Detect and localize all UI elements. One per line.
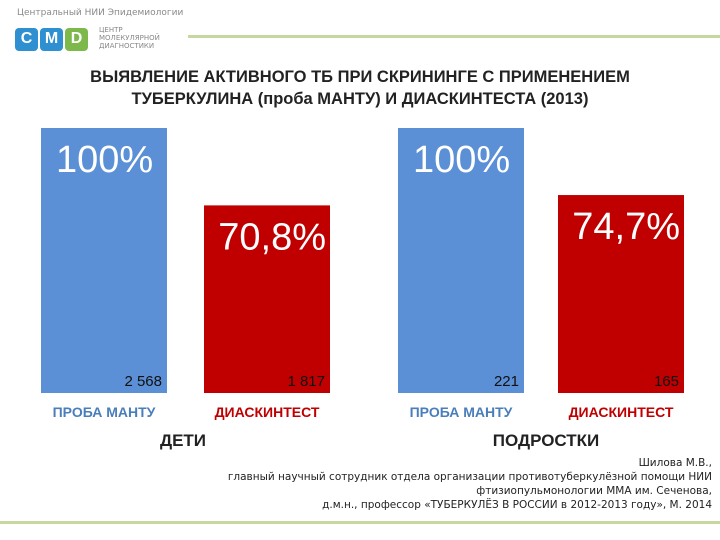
category-label: ДИАСКИНТЕСТ xyxy=(215,404,320,420)
category-label: ДИАСКИНТЕСТ xyxy=(569,404,674,420)
count-label: 1 817 xyxy=(287,373,325,390)
count-label: 221 xyxy=(494,373,519,390)
logo-sub-line: ЦЕНТР xyxy=(99,26,123,34)
logo-sub-line: МОЛЕКУЛЯРНОЙ xyxy=(99,34,160,42)
credit-line: д.м.н., профессор «ТУБЕРКУЛЁЗ В РОССИИ в… xyxy=(322,499,712,511)
bar xyxy=(558,195,684,393)
percent-label: 100% xyxy=(56,139,153,181)
group-label: ПОДРОСТКИ xyxy=(493,431,600,450)
percent-label: 74,7% xyxy=(572,206,680,248)
count-label: 165 xyxy=(654,373,679,390)
group-label: ДЕТИ xyxy=(160,431,206,450)
bar xyxy=(204,205,330,393)
title-line: ТУБЕРКУЛИНА (проба МАНТУ) И ДИАСКИНТЕСТА… xyxy=(131,90,589,108)
bar xyxy=(41,128,167,393)
title-line: ВЫЯВЛЕНИЕ АКТИВНОГО ТБ ПРИ СКРИНИНГЕ С П… xyxy=(90,68,630,86)
slide-title: ВЫЯВЛЕНИЕ АКТИВНОГО ТБ ПРИ СКРИНИНГЕ С П… xyxy=(0,66,720,110)
count-label: 2 568 xyxy=(124,373,162,390)
logo-letter-c: C xyxy=(15,27,38,51)
org-name: Центральный НИИ Эпидемиологии xyxy=(17,8,184,18)
credit-line: главный научный сотрудник отдела организ… xyxy=(227,471,712,483)
logo-letter-m: M xyxy=(40,27,63,51)
logo-subtitle: ЦЕНТР МОЛЕКУЛЯРНОЙ ДИАГНОСТИКИ xyxy=(99,26,160,50)
logo-letter-d: D xyxy=(65,27,88,51)
credit-line: Шилова М.В., xyxy=(638,457,712,469)
source-credit: Шилова М.В., главный научный сотрудник о… xyxy=(112,456,712,512)
logo-sub-line: ДИАГНОСТИКИ xyxy=(99,42,155,50)
cmd-logo: C M D xyxy=(15,27,90,51)
bar xyxy=(398,128,524,393)
category-label: ПРОБА МАНТУ xyxy=(410,404,513,420)
percent-label: 70,8% xyxy=(218,216,326,258)
category-label: ПРОБА МАНТУ xyxy=(53,404,156,420)
footer-divider xyxy=(0,521,720,524)
credit-line: фтизиопульмонологии ММА им. Сеченова, xyxy=(476,485,712,497)
header-divider xyxy=(188,35,720,38)
percent-label: 100% xyxy=(413,139,510,181)
